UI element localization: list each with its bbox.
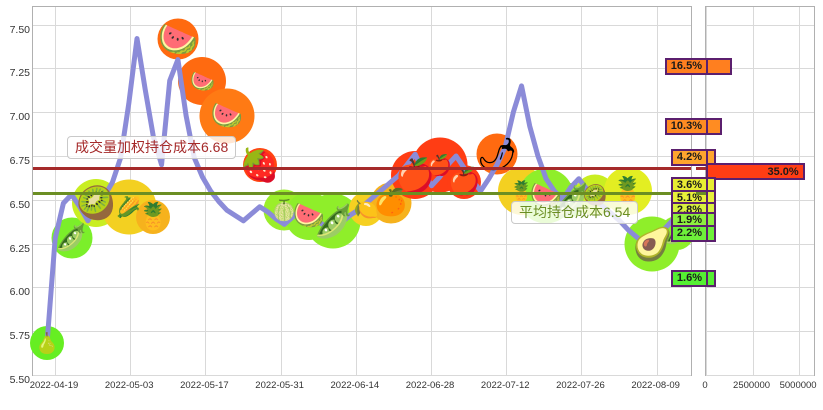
x-axis-tick-label: 2022-04-19	[29, 380, 79, 391]
volume-bar: 2.2%	[670, 224, 716, 242]
x-axis-tick-label: 2022-05-17	[180, 380, 229, 391]
y-axis-tick-label: 6.50	[9, 198, 30, 211]
volume-x-axis: 0 2500000 5000000	[702, 378, 817, 404]
volume-x-tick-label: 0	[702, 380, 708, 391]
y-axis-tick-label: 7.00	[9, 111, 30, 124]
gridline-horizontal	[33, 68, 691, 70]
y-axis-tick-label: 6.25	[9, 242, 30, 255]
x-axis-tick-label: 2022-05-03	[104, 380, 154, 391]
volume-reference-stub-average-cost	[696, 191, 706, 195]
volume-bar: 16.5%	[664, 58, 732, 76]
annotation-volume-weighted-cost: 成交量加权持仓成本6.68	[67, 136, 237, 160]
volume-gridline-horizontal	[706, 331, 814, 333]
y-axis-tick-label: 7.50	[9, 23, 30, 36]
reference-line-average-cost	[33, 191, 691, 195]
x-axis-tick-label: 2022-08-09	[631, 380, 680, 391]
gridline-horizontal	[33, 375, 691, 376]
volume-gridline-vertical	[752, 7, 754, 375]
annotation-average-cost: 平均持仓成本6.54	[511, 200, 639, 224]
gridline-horizontal	[33, 287, 691, 289]
y-axis: 5.50 5.75 6.00 6.25 6.50 6.75 7.00 7.25 7.50	[0, 6, 30, 386]
volume-gridline-horizontal	[706, 287, 814, 289]
volume-bar: 10.3%	[664, 117, 722, 135]
gridline-horizontal	[33, 112, 691, 114]
volume-distribution-panel: 16.5% 10.3% 4.2% 35.0% 3.6% 5.1% 2.8% 1.9% 2.2% 1…	[664, 6, 815, 376]
gridline-vertical	[205, 7, 207, 375]
x-axis-tick-label: 2022-07-26	[556, 380, 605, 391]
volume-bar-label: 16.5%	[664, 58, 708, 76]
x-axis-tick-label: 2022-05-31	[255, 380, 304, 391]
volume-bar: 1.6%	[670, 270, 716, 288]
y-axis-tick-label: 6.75	[9, 154, 30, 167]
gridline-horizontal	[33, 331, 691, 333]
volume-gridline-horizontal	[706, 155, 814, 157]
volume-gridline-horizontal	[706, 199, 814, 201]
gridline-horizontal	[33, 24, 691, 26]
volume-bar-label: 4.2%	[670, 149, 708, 167]
volume-reference-stub-volume-weighted-cost	[696, 167, 706, 171]
volume-gridline-vertical	[799, 7, 801, 375]
volume-gridline-horizontal	[706, 24, 814, 26]
price-line	[44, 36, 680, 346]
gridline-vertical	[656, 7, 658, 375]
price-chart-panel: 🍐🫛🥝🌽🍍🍉🍉🍉🍓🍈🍉🫛🍋🍊🍎🍎🍎🌶🍍🍉🫛🥝🍍🥑🫛 成交量加权持仓成本6.68平…	[30, 6, 694, 376]
volume-bar: 35.0%	[706, 163, 805, 181]
gridline-vertical	[55, 7, 56, 375]
volume-gridline-horizontal	[706, 112, 814, 114]
reference-line-volume-weighted-cost	[33, 167, 691, 171]
x-axis-tick-label: 2022-06-28	[405, 380, 455, 391]
y-axis-tick-label: 5.75	[9, 330, 30, 343]
volume-gridline-horizontal	[706, 243, 814, 245]
volume-x-tick-label: 2500000	[733, 380, 771, 391]
x-axis-tick-label: 2022-06-14	[330, 380, 380, 391]
y-axis-tick-label: 6.00	[9, 286, 30, 299]
y-axis-tick-label: 5.50	[9, 374, 30, 386]
x-axis: 2022-04-19 2022-05-03 2022-05-17 2022-05-31…	[29, 378, 692, 404]
y-axis-tick-label: 7.25	[9, 67, 30, 80]
volume-gridline-horizontal	[706, 375, 814, 376]
volume-bar-label: 1.6%	[670, 270, 708, 288]
volume-bar-label: 2.2%	[670, 224, 708, 242]
gridline-vertical	[355, 7, 357, 375]
gridline-horizontal	[33, 155, 691, 157]
volume-bar-label: 10.3%	[664, 117, 708, 135]
gridline-horizontal	[33, 243, 691, 245]
volume-bar-label: 35.0%	[767, 165, 799, 178]
volume-gridline-horizontal	[706, 68, 814, 70]
volume-x-tick-label: 5000000	[779, 380, 817, 391]
x-axis-tick-label: 2022-07-12	[480, 380, 530, 391]
